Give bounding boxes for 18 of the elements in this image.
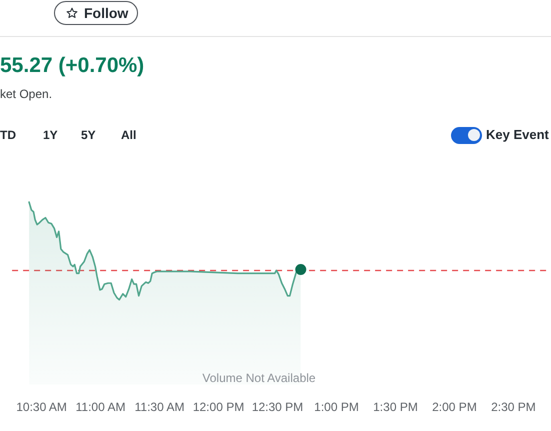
text: All bbox=[121, 127, 136, 143]
x-tick-label: 10:30 AM bbox=[16, 400, 67, 414]
text: TD bbox=[0, 127, 16, 143]
x-tick-label: 11:30 AM bbox=[134, 400, 184, 414]
chart-title: 55.27 (+0.70%) bbox=[0, 54, 144, 77]
chart-subtitle: ket Open. bbox=[0, 87, 52, 101]
x-tick-label: 11:00 AM bbox=[76, 400, 126, 414]
text: 1Y bbox=[43, 127, 58, 143]
x-tick-label: 2:00 PM bbox=[432, 400, 477, 414]
x-tick-label: 2:30 PM bbox=[491, 400, 536, 414]
text: Key Event bbox=[486, 127, 549, 143]
x-tick-label: 12:30 PM bbox=[252, 400, 304, 414]
text: Follow bbox=[84, 5, 128, 21]
x-tick-label: 1:30 PM bbox=[373, 400, 418, 414]
text: Volume Not Available bbox=[202, 370, 316, 385]
x-tick-label: 1:00 PM bbox=[314, 400, 359, 414]
x-tick-label: 12:00 PM bbox=[192, 400, 244, 414]
text: 5Y bbox=[81, 127, 96, 143]
